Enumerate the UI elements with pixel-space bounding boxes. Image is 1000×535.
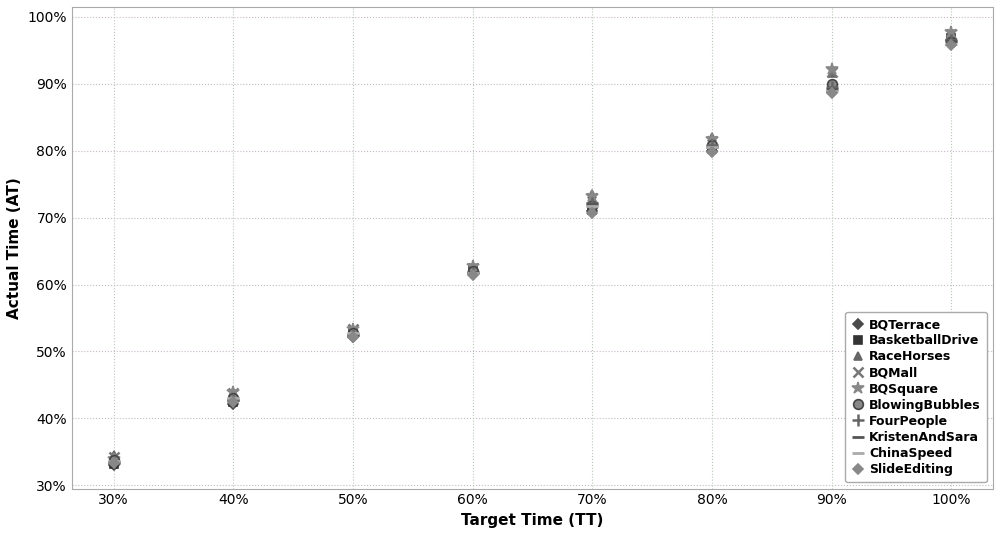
BQMall (347, 326, 359, 333)
Line: BasketballDrive: BasketballDrive (110, 34, 955, 468)
RaceHorses (586, 191, 598, 197)
FourPeople (706, 142, 718, 149)
ChinaSpeed (826, 87, 838, 94)
BQSquare (706, 135, 718, 142)
BQSquare (347, 325, 359, 332)
BQMall (227, 390, 239, 396)
BasketballDrive (467, 266, 479, 273)
SlideEditing (826, 90, 838, 96)
BQSquare (826, 66, 838, 72)
Line: KristenAndSara: KristenAndSara (107, 35, 957, 469)
SlideEditing (347, 334, 359, 341)
SlideEditing (706, 149, 718, 155)
BlowingBubbles (467, 268, 479, 274)
BQSquare (227, 388, 239, 395)
BasketballDrive (826, 86, 838, 93)
BQSquare (108, 455, 120, 462)
BQTerrace (347, 333, 359, 340)
BQTerrace (706, 148, 718, 154)
Line: BQTerrace: BQTerrace (110, 37, 955, 469)
ChinaSpeed (347, 330, 359, 337)
ChinaSpeed (227, 395, 239, 402)
Line: BQMall: BQMall (109, 29, 956, 462)
BasketballDrive (227, 399, 239, 406)
ChinaSpeed (706, 144, 718, 151)
ChinaSpeed (108, 458, 120, 464)
RaceHorses (108, 452, 120, 458)
Line: FourPeople: FourPeople (108, 34, 957, 468)
KristenAndSara (108, 460, 120, 466)
BasketballDrive (108, 461, 120, 467)
BlowingBubbles (347, 330, 359, 336)
BlowingBubbles (826, 81, 838, 87)
BQTerrace (826, 89, 838, 95)
BQSquare (945, 28, 957, 35)
FourPeople (586, 200, 598, 206)
FourPeople (467, 269, 479, 276)
RaceHorses (347, 328, 359, 334)
BQTerrace (945, 37, 957, 44)
SlideEditing (586, 210, 598, 216)
BasketballDrive (347, 330, 359, 336)
ChinaSpeed (945, 41, 957, 47)
SlideEditing (227, 399, 239, 405)
KristenAndSara (227, 396, 239, 403)
KristenAndSara (467, 269, 479, 275)
KristenAndSara (945, 38, 957, 44)
KristenAndSara (347, 332, 359, 338)
BQTerrace (227, 401, 239, 407)
RaceHorses (945, 33, 957, 39)
BasketballDrive (706, 146, 718, 152)
Line: BlowingBubbles: BlowingBubbles (109, 37, 956, 465)
BQMall (826, 68, 838, 75)
X-axis label: Target Time (TT): Target Time (TT) (461, 513, 604, 528)
ChinaSpeed (586, 202, 598, 209)
BQMall (945, 30, 957, 37)
BQTerrace (108, 462, 120, 469)
BasketballDrive (586, 207, 598, 213)
Line: BQSquare: BQSquare (107, 26, 957, 465)
ChinaSpeed (467, 269, 479, 276)
Legend: BQTerrace, BasketballDrive, RaceHorses, BQMall, BQSquare, BlowingBubbles, FourPe: BQTerrace, BasketballDrive, RaceHorses, … (845, 312, 987, 483)
Line: ChinaSpeed: ChinaSpeed (107, 37, 957, 468)
BQMall (706, 137, 718, 144)
KristenAndSara (706, 143, 718, 150)
RaceHorses (467, 264, 479, 270)
BQTerrace (586, 208, 598, 214)
BlowingBubbles (706, 142, 718, 149)
BlowingBubbles (586, 202, 598, 209)
BQTerrace (467, 269, 479, 276)
SlideEditing (945, 42, 957, 48)
KristenAndSara (586, 201, 598, 208)
SlideEditing (467, 271, 479, 278)
RaceHorses (826, 70, 838, 77)
Line: RaceHorses: RaceHorses (110, 32, 955, 460)
BlowingBubbles (108, 457, 120, 463)
FourPeople (826, 83, 838, 90)
KristenAndSara (826, 86, 838, 93)
BlowingBubbles (945, 39, 957, 45)
BQSquare (467, 263, 479, 269)
BasketballDrive (945, 35, 957, 42)
BQSquare (586, 193, 598, 200)
FourPeople (108, 458, 120, 465)
BlowingBubbles (227, 395, 239, 402)
Line: SlideEditing: SlideEditing (110, 42, 955, 467)
FourPeople (347, 332, 359, 338)
Y-axis label: Actual Time (AT): Actual Time (AT) (7, 177, 22, 319)
RaceHorses (227, 388, 239, 395)
BQMall (586, 194, 598, 201)
BQMall (467, 265, 479, 271)
FourPeople (227, 396, 239, 403)
RaceHorses (706, 134, 718, 141)
SlideEditing (108, 460, 120, 467)
BQMall (108, 454, 120, 461)
FourPeople (945, 36, 957, 43)
